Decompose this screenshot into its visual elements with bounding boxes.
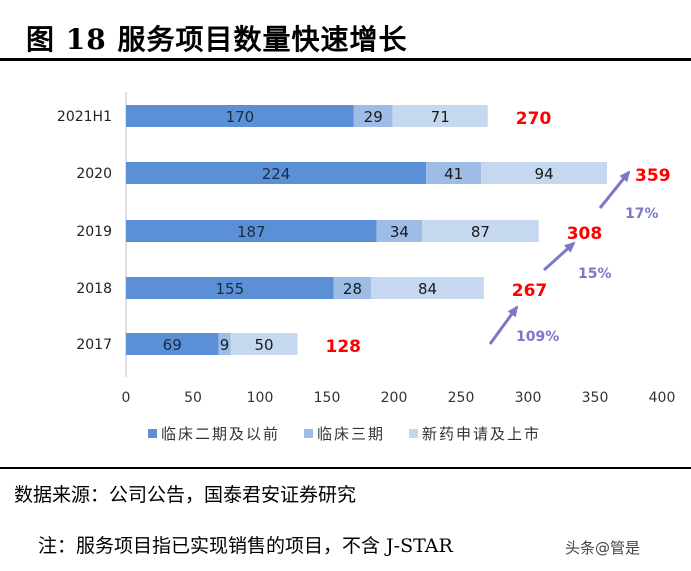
growth-label: 15% bbox=[578, 266, 612, 282]
legend-swatch bbox=[148, 429, 157, 438]
bar-value-label: 69 bbox=[163, 336, 182, 354]
x-tick-label: 250 bbox=[448, 390, 475, 406]
bar-segment bbox=[422, 220, 539, 242]
total-label: 128 bbox=[326, 337, 362, 357]
category-label: 2020 bbox=[76, 166, 112, 182]
figure-title: 图 18 服务项目数量快速增长 bbox=[26, 23, 408, 56]
bar-value-label: 87 bbox=[471, 223, 490, 241]
bar-value-label: 41 bbox=[444, 165, 463, 183]
bar-value-label: 187 bbox=[237, 223, 266, 241]
bar-value-label: 71 bbox=[431, 108, 450, 126]
bar-segment bbox=[376, 220, 423, 242]
data-source-text: 数据来源：公司公告，国泰君安证券研究 bbox=[14, 484, 357, 506]
bar-segment bbox=[126, 220, 377, 242]
total-label: 270 bbox=[516, 109, 552, 129]
bar-segment bbox=[126, 333, 219, 355]
chart-bottom-divider bbox=[0, 467, 691, 469]
legend-swatch bbox=[304, 429, 314, 438]
bar-segment bbox=[126, 277, 334, 299]
legend-label: 临床三期 bbox=[317, 425, 385, 443]
bar-value-label: 84 bbox=[418, 280, 437, 298]
bar-segment bbox=[230, 333, 298, 355]
category-label: 2019 bbox=[76, 224, 112, 240]
bar-segment bbox=[218, 333, 231, 355]
growth-arrowhead bbox=[619, 170, 631, 183]
bar-value-label: 94 bbox=[535, 165, 554, 183]
growth-arrowhead bbox=[507, 305, 519, 318]
x-tick-label: 150 bbox=[314, 390, 341, 406]
growth-arrowhead bbox=[563, 241, 576, 253]
bar-segment bbox=[392, 105, 488, 127]
footnote-text: 注：服务项目指已实现销售的项目，不含 J-STAR bbox=[38, 535, 453, 557]
bar-value-label: 224 bbox=[262, 165, 291, 183]
bar-segment bbox=[126, 162, 427, 184]
watermark-text: 头条@管是 bbox=[562, 536, 644, 559]
legend-swatch bbox=[409, 429, 419, 438]
total-label: 359 bbox=[635, 166, 671, 186]
growth-label: 109% bbox=[516, 329, 559, 345]
x-tick-label: 400 bbox=[649, 390, 676, 406]
bar-value-label: 34 bbox=[390, 223, 409, 241]
x-tick-label: 100 bbox=[247, 390, 274, 406]
bar-value-label: 170 bbox=[226, 108, 255, 126]
x-tick-label: 350 bbox=[582, 390, 609, 406]
legend-label: 临床二期及以前 bbox=[161, 425, 280, 443]
bar-segment bbox=[126, 105, 354, 127]
legend-label: 新药申请及上市 bbox=[422, 425, 541, 443]
bar-segment bbox=[426, 162, 482, 184]
x-tick-label: 300 bbox=[515, 390, 542, 406]
category-label: 2018 bbox=[76, 281, 112, 297]
category-label: 2017 bbox=[76, 337, 112, 353]
bar-segment bbox=[481, 162, 608, 184]
bar-segment bbox=[333, 277, 372, 299]
total-label: 308 bbox=[567, 224, 603, 244]
x-tick-label: 200 bbox=[381, 390, 408, 406]
category-label: 2021H1 bbox=[57, 109, 112, 125]
x-tick-label: 50 bbox=[184, 390, 202, 406]
bar-value-label: 9 bbox=[220, 336, 230, 354]
bar-value-label: 29 bbox=[364, 108, 383, 126]
stacked-bar-chart: 0 50 100 150 200 250 300 350 400 2021H1 170 29 71 270… bbox=[57, 92, 676, 443]
total-label: 267 bbox=[512, 281, 548, 301]
bar-value-label: 28 bbox=[343, 280, 362, 298]
growth-label: 17% bbox=[625, 206, 659, 222]
bar-segment bbox=[371, 277, 484, 299]
bar-value-label: 155 bbox=[216, 280, 245, 298]
title-divider bbox=[0, 58, 691, 61]
bar-value-label: 50 bbox=[254, 336, 273, 354]
x-tick-label: 0 bbox=[122, 390, 131, 406]
bar-segment bbox=[353, 105, 393, 127]
